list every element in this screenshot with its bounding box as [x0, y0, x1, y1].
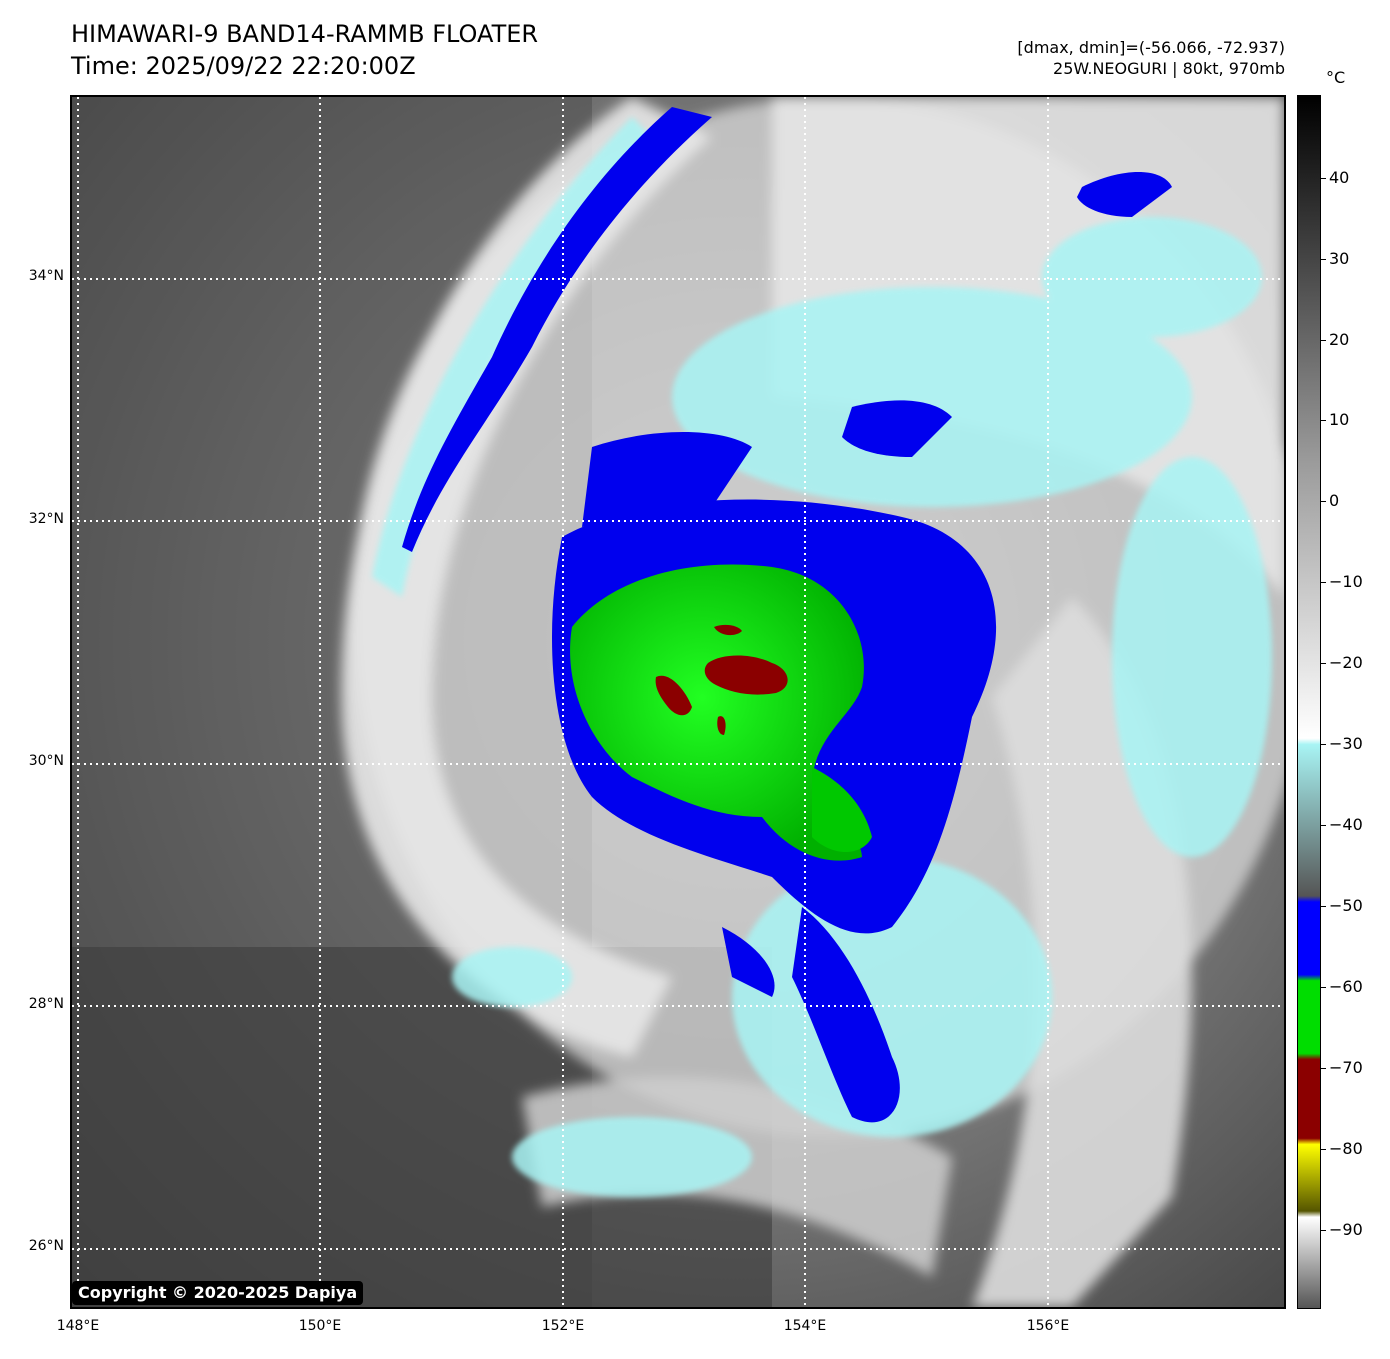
colorbar-tick: −30	[1329, 734, 1363, 753]
colorbar-tick: −80	[1329, 1139, 1363, 1158]
colorbar-tick-mark	[1321, 582, 1326, 583]
lat-label-34n: 34°N	[28, 268, 64, 284]
green-core-south-lobe	[812, 767, 872, 852]
colorbar-tick-mark	[1321, 744, 1326, 745]
colorbar-tick: 0	[1329, 491, 1340, 510]
colorbar-tick: −60	[1329, 977, 1363, 996]
lon-label-152e: 152°E	[541, 1318, 585, 1334]
colorbar-tick: 40	[1329, 168, 1350, 187]
colorbar-tick-mark	[1321, 259, 1326, 260]
colorbar-tick-mark	[1321, 420, 1326, 421]
colorbar-tick-mark	[1321, 1068, 1326, 1069]
colorbar-tick: 20	[1329, 330, 1350, 349]
colorbar-tick-mark	[1321, 825, 1326, 826]
colorbar-tick-mark	[1321, 906, 1326, 907]
lat-label-28n: 28°N	[28, 996, 64, 1012]
lat-label-30n: 30°N	[28, 753, 64, 769]
dmax-dmin-label: [dmax, dmin]=(-56.066, -72.937)	[1017, 38, 1285, 57]
colorbar-tick: −70	[1329, 1058, 1363, 1077]
lon-label-150e: 150°E	[298, 1318, 342, 1334]
colorbar-tick-mark	[1321, 663, 1326, 664]
colorbar-tick-mark	[1321, 178, 1326, 179]
colorbar-tick: −50	[1329, 896, 1363, 915]
storm-info-label: 25W.NEOGURI | 80kt, 970mb	[1053, 59, 1285, 78]
colorbar-tick-mark	[1321, 501, 1326, 502]
colorbar-tick-mark	[1321, 340, 1326, 341]
satellite-map-svg	[72, 97, 1284, 1307]
lon-label-148e: 148°E	[56, 1318, 100, 1334]
colorbar-tick-mark	[1321, 1149, 1326, 1150]
green-core	[570, 564, 864, 861]
graticule	[72, 97, 1284, 1307]
colorbar-tick: −10	[1329, 572, 1363, 591]
colorbar-tick: −40	[1329, 815, 1363, 834]
satellite-image	[70, 95, 1286, 1309]
red-coldest-tops	[655, 624, 788, 735]
lat-label-26n: 26°N	[28, 1238, 64, 1254]
colorbar	[1297, 95, 1321, 1309]
lon-label-156e: 156°E	[1026, 1318, 1070, 1334]
lon-label-154e: 154°E	[783, 1318, 827, 1334]
lat-label-32n: 32°N	[28, 511, 64, 527]
map-title: HIMAWARI-9 BAND14-RAMMB FLOATER	[71, 20, 539, 48]
colorbar-tick: 10	[1329, 410, 1350, 429]
colorbar-tick-mark	[1321, 987, 1326, 988]
map-time: Time: 2025/09/22 22:20:00Z	[71, 52, 416, 80]
colorbar-tick: −20	[1329, 653, 1363, 672]
colorbar-tick: 30	[1329, 249, 1350, 268]
colorbar-tick: −90	[1329, 1220, 1363, 1239]
copyright-badge: Copyright © 2020-2025 Dapiya	[72, 1281, 364, 1305]
colorbar-unit: °C	[1326, 68, 1346, 87]
colorbar-tick-mark	[1321, 1230, 1326, 1231]
